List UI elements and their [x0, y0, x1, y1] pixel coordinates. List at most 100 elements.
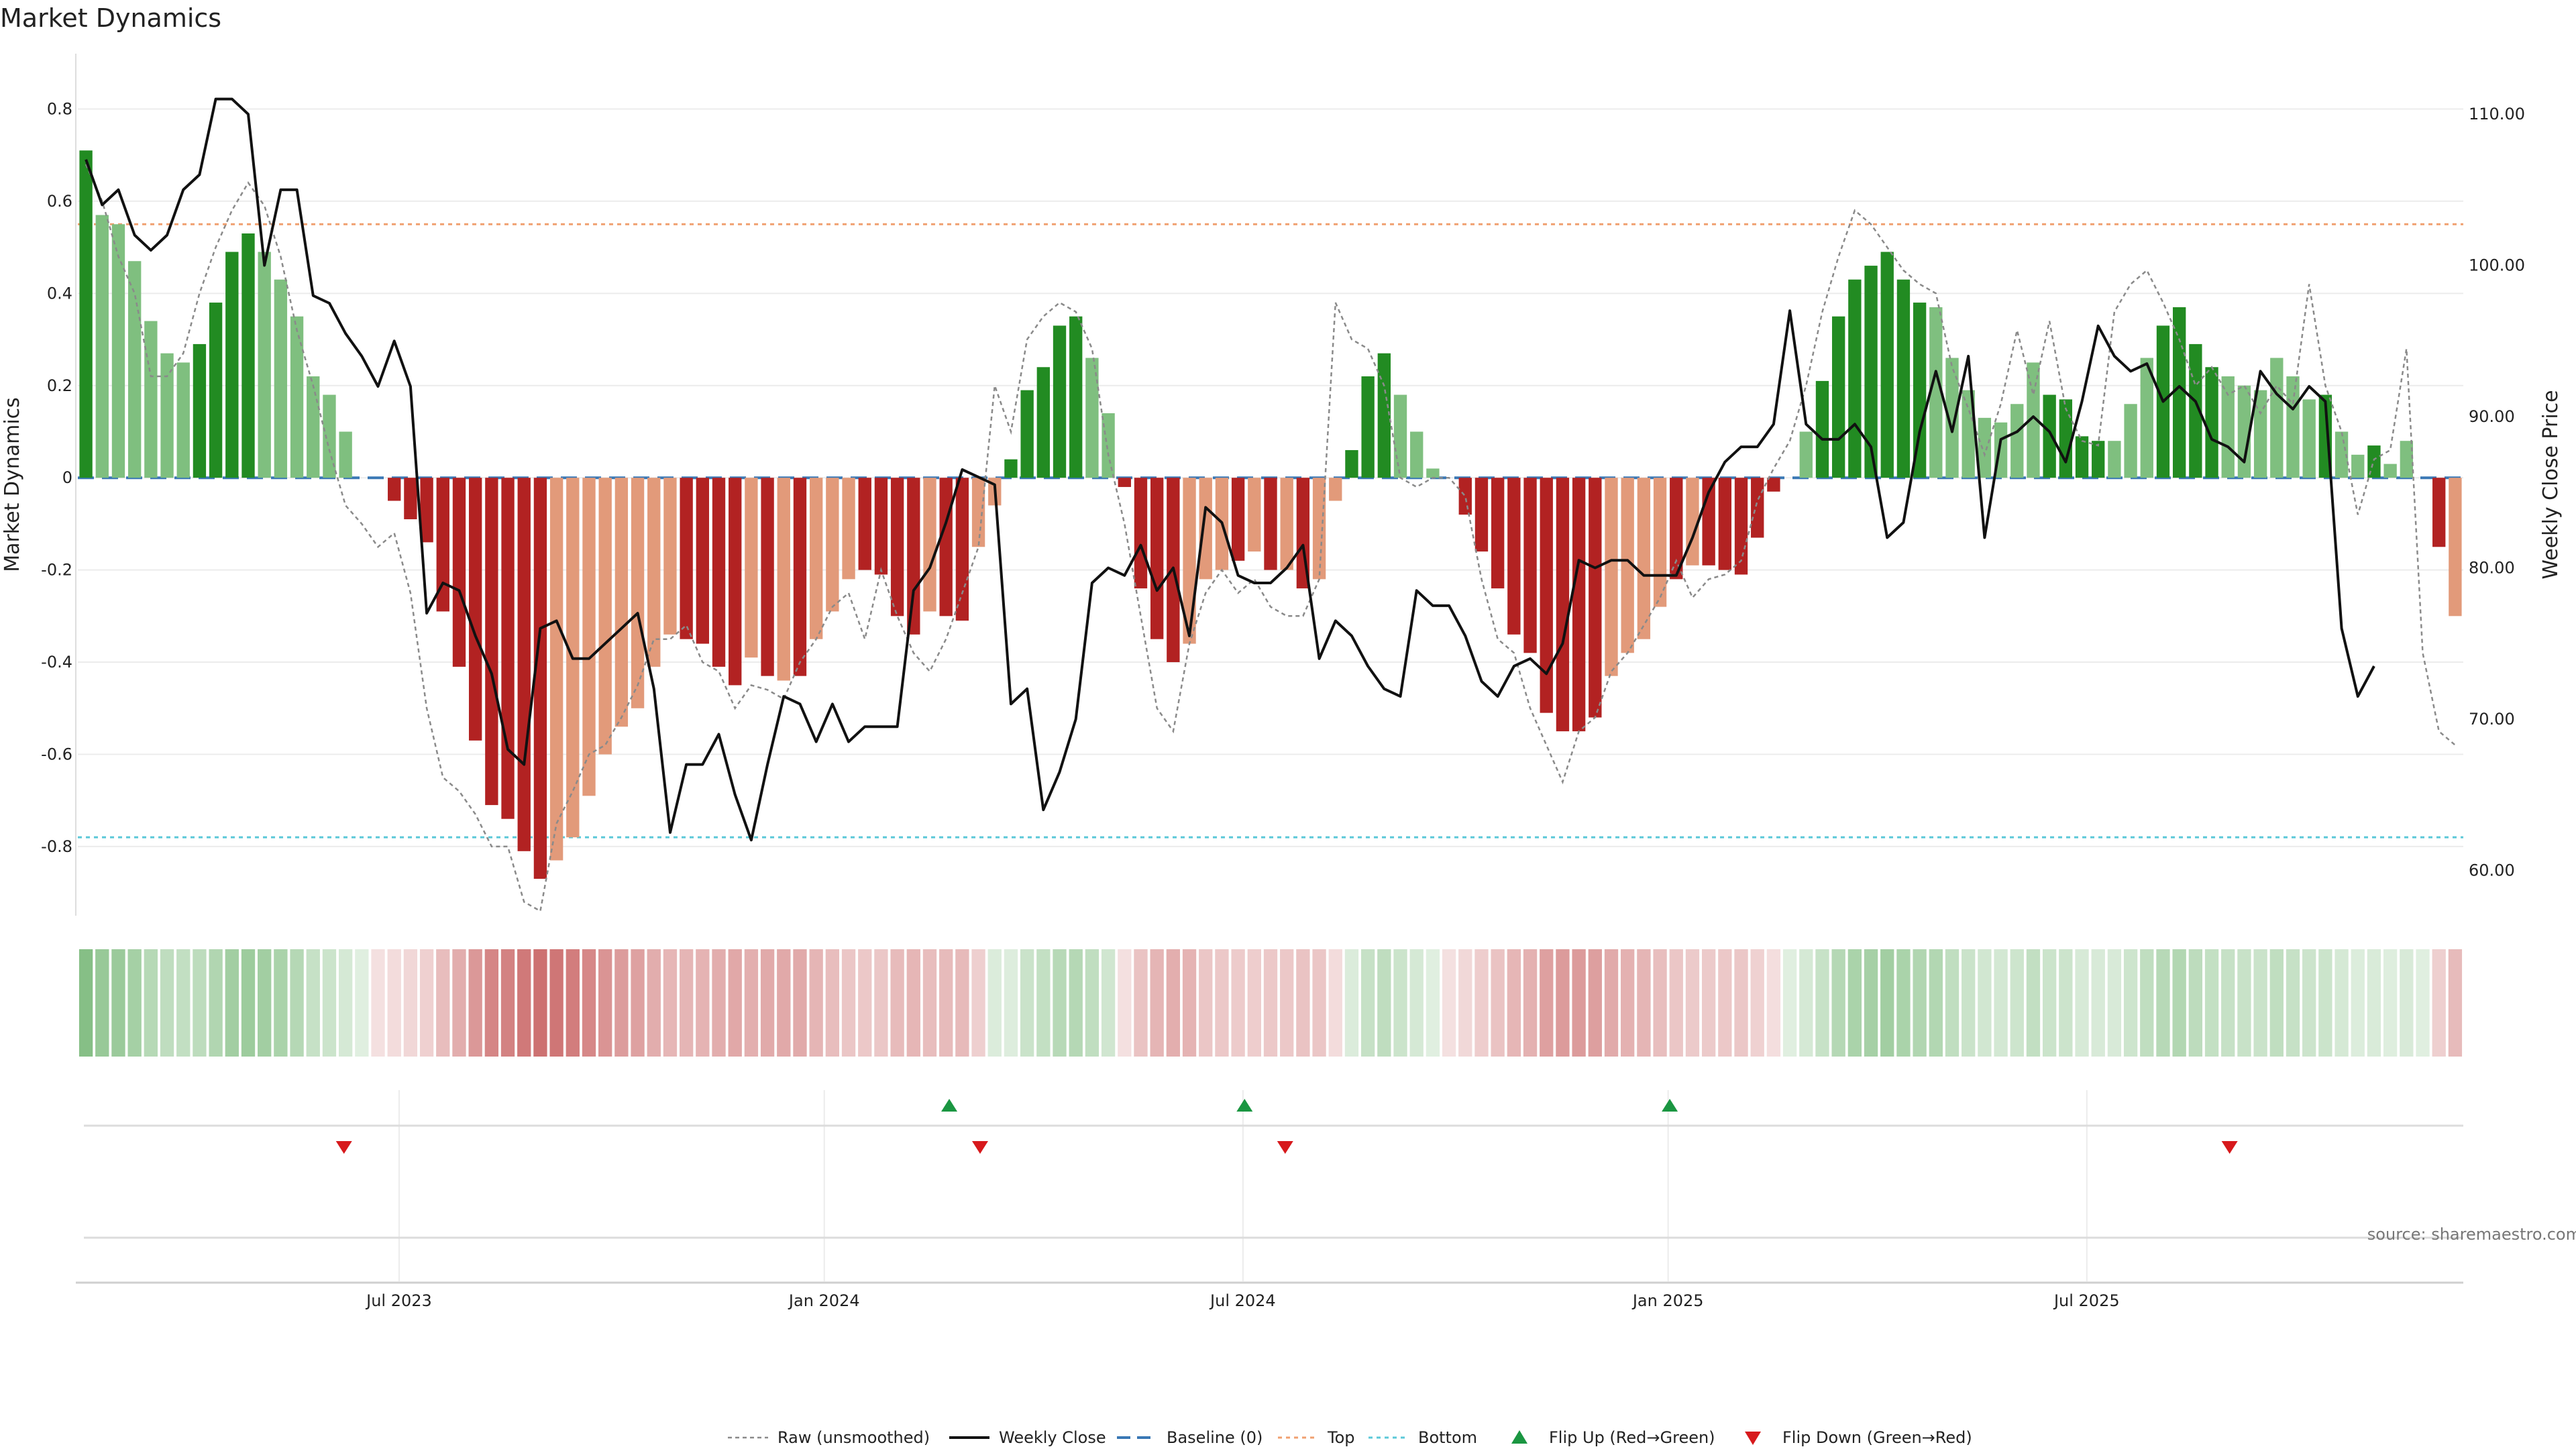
ytick-left-1: -0.6 — [41, 745, 72, 763]
heat-cell-90 — [1540, 949, 1554, 1057]
heat-cell-5 — [160, 949, 174, 1057]
bar-32 — [598, 478, 612, 755]
heat-cell-19 — [387, 949, 401, 1057]
bar-113 — [1913, 303, 1927, 478]
heat-cell-146 — [2448, 949, 2463, 1057]
heat-cell-101 — [1718, 949, 1732, 1057]
heat-cell-115 — [1945, 949, 1960, 1057]
bar-69 — [1199, 478, 1212, 580]
left-axis-label: Market Dynamics — [1, 397, 24, 572]
heat-cell-58 — [1020, 949, 1034, 1057]
bar-13 — [290, 316, 304, 478]
bar-127 — [2140, 358, 2153, 478]
heat-cell-133 — [2237, 949, 2251, 1057]
dynamics-bars — [79, 150, 2462, 879]
bar-0 — [79, 150, 93, 478]
bar-47 — [842, 478, 855, 580]
heat-cell-138 — [2318, 949, 2332, 1057]
flip-down-marker-2 — [1277, 1141, 1293, 1154]
bar-38 — [696, 478, 710, 644]
heat-cell-109 — [1847, 949, 1862, 1057]
heat-cell-69 — [1199, 949, 1213, 1057]
bar-60 — [1053, 325, 1067, 478]
bar-35 — [647, 478, 661, 667]
bar-146 — [2449, 478, 2462, 616]
bar-83 — [1426, 468, 1440, 478]
bar-94 — [1605, 478, 1618, 676]
ytick-left-3: -0.2 — [41, 561, 72, 580]
bar-108 — [1831, 316, 1845, 478]
legend-swatch-flipdown — [1745, 1432, 1761, 1445]
heat-cell-21 — [419, 949, 434, 1057]
heat-cell-114 — [1929, 949, 1943, 1057]
heat-cell-16 — [338, 949, 353, 1057]
bar-104 — [1767, 478, 1780, 492]
bar-54 — [955, 478, 969, 621]
heat-cell-26 — [500, 949, 515, 1057]
heat-cell-129 — [2172, 949, 2186, 1057]
heat-cell-65 — [1134, 949, 1148, 1057]
heat-cell-40 — [728, 949, 742, 1057]
heat-cell-106 — [1799, 949, 1813, 1057]
heat-cell-118 — [1994, 949, 2008, 1057]
bar-74 — [1280, 478, 1293, 570]
heat-cell-68 — [1182, 949, 1197, 1057]
bar-122 — [2059, 399, 2073, 478]
heat-cell-79 — [1360, 949, 1375, 1057]
bar-36 — [663, 478, 677, 635]
heat-cell-62 — [1085, 949, 1099, 1057]
bar-132 — [2221, 376, 2235, 478]
heat-cell-139 — [2334, 949, 2349, 1057]
legend: Raw (unsmoothed) Weekly Close Baseline (0)… — [728, 1428, 1972, 1447]
heat-cell-119 — [2010, 949, 2024, 1057]
legend-label-raw: Raw (unsmoothed) — [777, 1428, 930, 1447]
bar-124 — [2092, 441, 2105, 478]
bar-29 — [549, 478, 564, 861]
heat-cell-45 — [809, 949, 823, 1057]
bar-61 — [1069, 316, 1083, 478]
bar-76 — [1312, 478, 1326, 580]
heat-cell-37 — [679, 949, 694, 1057]
bar-81 — [1393, 394, 1407, 478]
bar-5 — [160, 353, 174, 478]
heat-cell-9 — [225, 949, 239, 1057]
heat-cell-41 — [744, 949, 759, 1057]
xtick-4: Jul 2025 — [2053, 1291, 2120, 1310]
bar-112 — [1896, 279, 1911, 478]
heat-cell-56 — [987, 949, 1002, 1057]
heat-cell-63 — [1101, 949, 1116, 1057]
heat-cell-0 — [78, 949, 93, 1057]
bar-64 — [1118, 478, 1131, 487]
heat-cell-13 — [290, 949, 304, 1057]
heat-cell-64 — [1118, 949, 1132, 1057]
heat-cell-11 — [258, 949, 272, 1057]
left-axis: -0.8 -0.6 -0.4 -0.2 0 0.2 0.4 0.6 0.8 — [41, 99, 72, 855]
bar-103 — [1751, 478, 1764, 538]
ytick-right-1: 70.00 — [2469, 710, 2515, 729]
bar-12 — [274, 279, 288, 478]
bar-8 — [209, 303, 223, 478]
heat-cell-29 — [549, 949, 564, 1057]
bar-1 — [95, 215, 109, 478]
bar-62 — [1085, 358, 1099, 478]
bar-53 — [939, 478, 953, 616]
bar-145 — [2432, 478, 2446, 547]
bar-16 — [339, 431, 352, 478]
heat-cell-34 — [631, 949, 645, 1057]
heat-cell-2 — [111, 949, 125, 1057]
xtick-1: Jan 2024 — [788, 1291, 860, 1310]
heat-cell-61 — [1069, 949, 1083, 1057]
bar-9 — [225, 252, 239, 478]
heat-cell-104 — [1766, 949, 1781, 1057]
heat-cell-72 — [1247, 949, 1261, 1057]
bar-96 — [1637, 478, 1651, 639]
heat-cell-49 — [874, 949, 888, 1057]
heat-cell-57 — [1004, 949, 1018, 1057]
bar-131 — [2205, 367, 2218, 478]
bar-92 — [1572, 478, 1586, 732]
ytick-right-2: 80.00 — [2469, 558, 2515, 577]
ytick-left-0: -0.8 — [41, 837, 72, 856]
heat-cell-70 — [1215, 949, 1229, 1057]
legend-label-top: Top — [1327, 1428, 1355, 1447]
